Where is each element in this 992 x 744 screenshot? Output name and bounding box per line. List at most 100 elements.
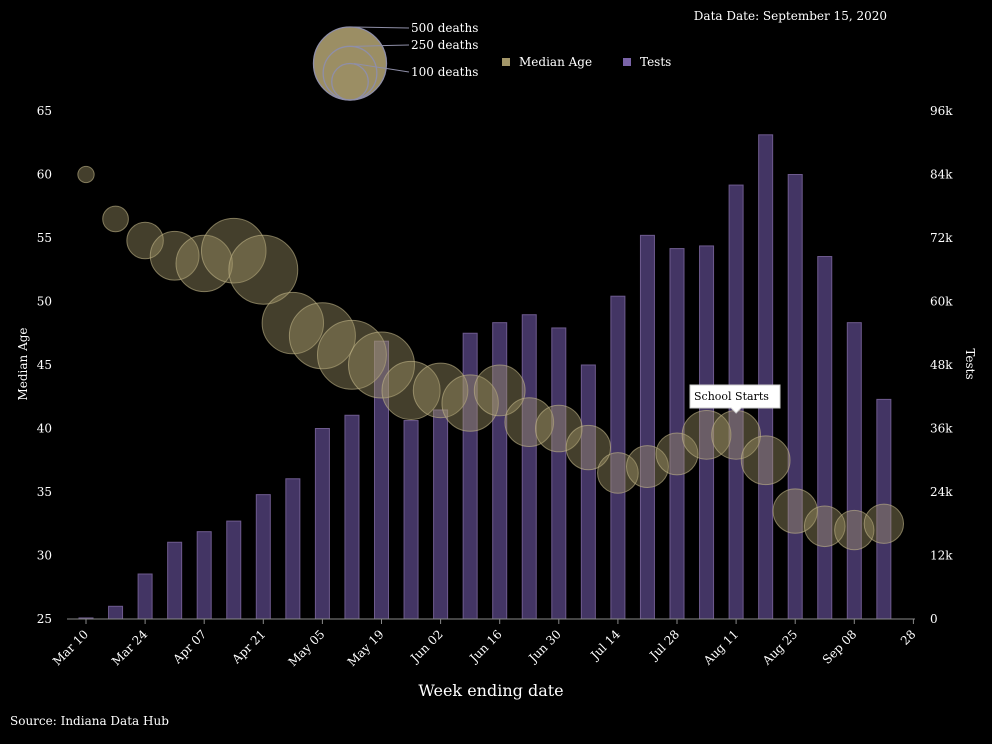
median-age-bubble	[102, 205, 129, 233]
x-tick-label: Aug 25	[759, 627, 800, 668]
x-tick-label: Jun 16	[466, 627, 505, 666]
tests-bar	[196, 531, 212, 620]
x-tick-label: Sep 08	[820, 627, 860, 667]
size-legend-circle	[331, 62, 369, 101]
median-age-bubble	[200, 217, 267, 284]
tests-bar	[108, 605, 124, 620]
size-legend-leader	[353, 26, 410, 29]
median-age-bubble	[473, 364, 526, 417]
size-legend: 500 deaths 250 deaths 100 deaths	[312, 21, 478, 101]
median-age-bubble	[597, 452, 639, 494]
tests-bar	[285, 478, 301, 620]
tests-bar	[580, 364, 596, 620]
y-left-tick-label: 60	[37, 168, 52, 182]
annotation-label: School Starts	[694, 390, 769, 403]
legend-swatch-tests	[623, 58, 631, 66]
median-age-bubble	[565, 424, 612, 471]
median-age-bubble	[504, 397, 555, 448]
source-label: Source: Indiana Data Hub	[10, 714, 169, 728]
median-age-bubble	[441, 374, 499, 432]
y-left-tick-label: 55	[37, 231, 52, 245]
y-left-tick-label: 40	[37, 422, 52, 436]
y-left-tick-label: 25	[37, 612, 52, 626]
x-tick-label: May 05	[286, 627, 328, 669]
y-right-tick-label: 24k	[930, 485, 953, 499]
y-left-tick-label: 30	[37, 549, 52, 563]
size-legend-label: 250 deaths	[411, 38, 478, 52]
median-age-bubble	[772, 488, 818, 534]
tests-bar	[787, 174, 803, 620]
median-age-bubble	[126, 221, 164, 260]
x-tick-label: May 19	[345, 627, 387, 669]
y-axis-right-title: Tests	[963, 348, 977, 379]
x-tick-label: Jul 28	[646, 627, 682, 663]
median-age-bubble	[347, 331, 416, 399]
x-tick-label: Aug 11	[700, 627, 741, 668]
median-age-bubbles	[77, 165, 905, 551]
y-right-tick-label: 72k	[930, 231, 953, 245]
tests-bar	[551, 327, 567, 620]
median-age-bubble	[655, 432, 699, 476]
median-age-bubble	[625, 445, 669, 489]
size-legend-leader	[353, 62, 410, 73]
x-axis-title: Week ending date	[418, 681, 563, 700]
median-age-bubble	[316, 319, 387, 390]
median-age-bubble	[863, 503, 905, 544]
y-right-tick-label: 96k	[930, 104, 953, 118]
median-age-bubble	[740, 435, 791, 486]
tests-bar	[314, 428, 330, 620]
tests-bar	[758, 134, 774, 620]
x-tick-label: Apr 07	[170, 627, 210, 667]
y-right-tick-label: 60k	[930, 295, 953, 309]
tests-bar	[137, 573, 153, 620]
median-age-bubble	[77, 165, 95, 184]
x-tick-label: Jun 02	[407, 627, 446, 666]
y-left-tick-label: 50	[37, 295, 52, 309]
y-left-tick-label: 45	[37, 358, 52, 372]
median-age-bubble	[288, 302, 356, 370]
y-right-tick-label: 84k	[930, 168, 953, 182]
tests-bar	[344, 414, 360, 620]
tests-bar	[639, 234, 655, 620]
y-left-tick-label: 65	[37, 104, 52, 118]
size-legend-leader	[353, 44, 410, 47]
tests-bar	[433, 409, 449, 620]
tests-bar	[167, 541, 183, 620]
tests-bar	[403, 420, 419, 620]
y-right-tick-label: 48k	[930, 358, 953, 372]
tests-bar	[226, 520, 242, 620]
size-legend-label: 500 deaths	[411, 21, 478, 35]
y-right-tick-label: 12k	[930, 549, 953, 563]
tests-bar	[817, 256, 833, 620]
y-left-tick-label: 35	[37, 485, 52, 499]
legend-label-tests: Tests	[640, 55, 671, 69]
median-age-bubble	[149, 230, 200, 281]
median-age-bubble	[803, 505, 846, 548]
y-axis-left-title: Median Age	[16, 327, 30, 400]
x-tick-label: Mar 24	[109, 627, 150, 668]
x-tick-label: Mar 10	[50, 627, 91, 668]
legend: Median Age Tests	[502, 55, 671, 69]
x-tick-label: 28	[898, 627, 919, 648]
data-date-label: Data Date: September 15, 2020	[694, 9, 887, 23]
annotation-school-starts: School Starts	[689, 384, 781, 414]
x-tick-label: Apr 21	[229, 627, 269, 667]
legend-label-median-age: Median Age	[519, 55, 592, 69]
y-right-tick-label: 36k	[930, 422, 953, 436]
legend-swatch-median-age	[502, 58, 510, 66]
median-age-bubble	[381, 360, 441, 420]
y-right-tick-label: 0	[930, 612, 938, 626]
median-age-bubble	[681, 409, 732, 460]
tests-bar	[521, 314, 537, 620]
median-age-bubble	[261, 291, 325, 355]
tests-bar	[255, 494, 271, 620]
median-age-bubble	[228, 234, 299, 305]
median-age-bubble	[412, 362, 469, 419]
median-age-bubble	[535, 404, 583, 453]
size-legend-label: 100 deaths	[411, 65, 478, 79]
x-tick-label: Jun 30	[525, 627, 564, 666]
tests-bar	[846, 322, 862, 620]
x-tick-label: Jul 14	[587, 627, 624, 664]
annotation-box	[689, 384, 781, 414]
